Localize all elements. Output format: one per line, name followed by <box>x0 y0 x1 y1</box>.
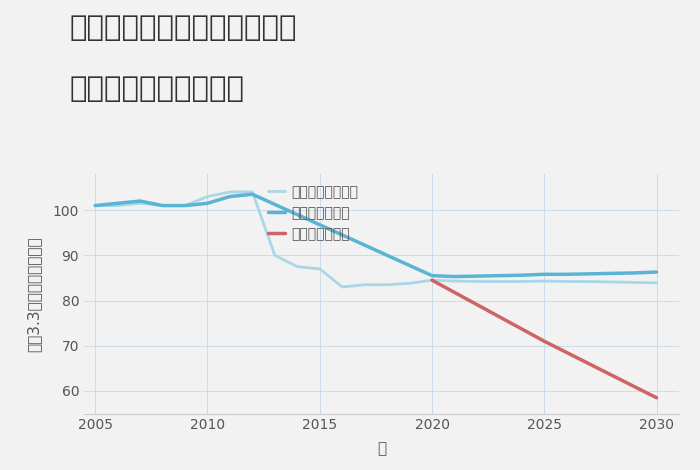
ノーマルシナリオ <box>652 280 661 286</box>
グッドシナリオ <box>608 271 616 276</box>
グッドシナリオ <box>181 203 189 208</box>
ノーマルシナリオ <box>225 189 234 195</box>
バッドシナリオ <box>428 277 436 283</box>
X-axis label: 年: 年 <box>377 441 386 456</box>
グッドシナリオ <box>113 201 122 206</box>
ノーマルシナリオ <box>203 194 211 199</box>
Line: グッドシナリオ: グッドシナリオ <box>95 194 657 276</box>
ノーマルシナリオ <box>495 279 503 284</box>
グッドシナリオ <box>473 273 481 279</box>
グッドシナリオ <box>225 194 234 199</box>
ノーマルシナリオ <box>113 203 122 208</box>
グッドシナリオ <box>517 273 526 278</box>
グッドシナリオ <box>563 272 571 277</box>
グッドシナリオ <box>495 273 503 279</box>
ノーマルシナリオ <box>563 279 571 284</box>
Legend: ノーマルシナリオ, グッドシナリオ, バッドシナリオ: ノーマルシナリオ, グッドシナリオ, バッドシナリオ <box>264 181 363 245</box>
Text: 兵庫県加古郡播磨町東本荘の: 兵庫県加古郡播磨町東本荘の <box>70 14 298 42</box>
グッドシナリオ <box>652 269 661 275</box>
ノーマルシナリオ <box>585 279 594 284</box>
グッドシナリオ <box>158 203 167 208</box>
ノーマルシナリオ <box>271 252 279 258</box>
ノーマルシナリオ <box>338 284 346 290</box>
グッドシナリオ <box>450 274 459 279</box>
ノーマルシナリオ <box>91 203 99 208</box>
ノーマルシナリオ <box>383 282 391 288</box>
ノーマルシナリオ <box>608 279 616 285</box>
ノーマルシナリオ <box>181 203 189 208</box>
ノーマルシナリオ <box>517 279 526 284</box>
グッドシナリオ <box>540 272 549 277</box>
Text: 中古戸建ての価格推移: 中古戸建ての価格推移 <box>70 75 245 103</box>
ノーマルシナリオ <box>405 281 414 286</box>
Line: ノーマルシナリオ: ノーマルシナリオ <box>95 192 657 287</box>
ノーマルシナリオ <box>450 278 459 284</box>
Line: バッドシナリオ: バッドシナリオ <box>432 280 657 398</box>
グッドシナリオ <box>248 191 257 197</box>
ノーマルシナリオ <box>316 266 324 272</box>
ノーマルシナリオ <box>360 282 369 288</box>
ノーマルシナリオ <box>540 278 549 284</box>
グッドシナリオ <box>585 271 594 277</box>
グッドシナリオ <box>428 273 436 279</box>
ノーマルシナリオ <box>293 264 302 269</box>
ノーマルシナリオ <box>630 280 638 285</box>
バッドシナリオ <box>652 395 661 400</box>
ノーマルシナリオ <box>136 201 144 206</box>
ノーマルシナリオ <box>473 279 481 284</box>
グッドシナリオ <box>91 203 99 208</box>
Y-axis label: 坪（3.3㎡）単価（万円）: 坪（3.3㎡）単価（万円） <box>27 236 42 352</box>
グッドシナリオ <box>136 198 144 204</box>
バッドシナリオ <box>540 338 549 344</box>
グッドシナリオ <box>203 201 211 206</box>
ノーマルシナリオ <box>158 203 167 208</box>
ノーマルシナリオ <box>428 277 436 283</box>
ノーマルシナリオ <box>248 189 257 195</box>
グッドシナリオ <box>630 270 638 276</box>
